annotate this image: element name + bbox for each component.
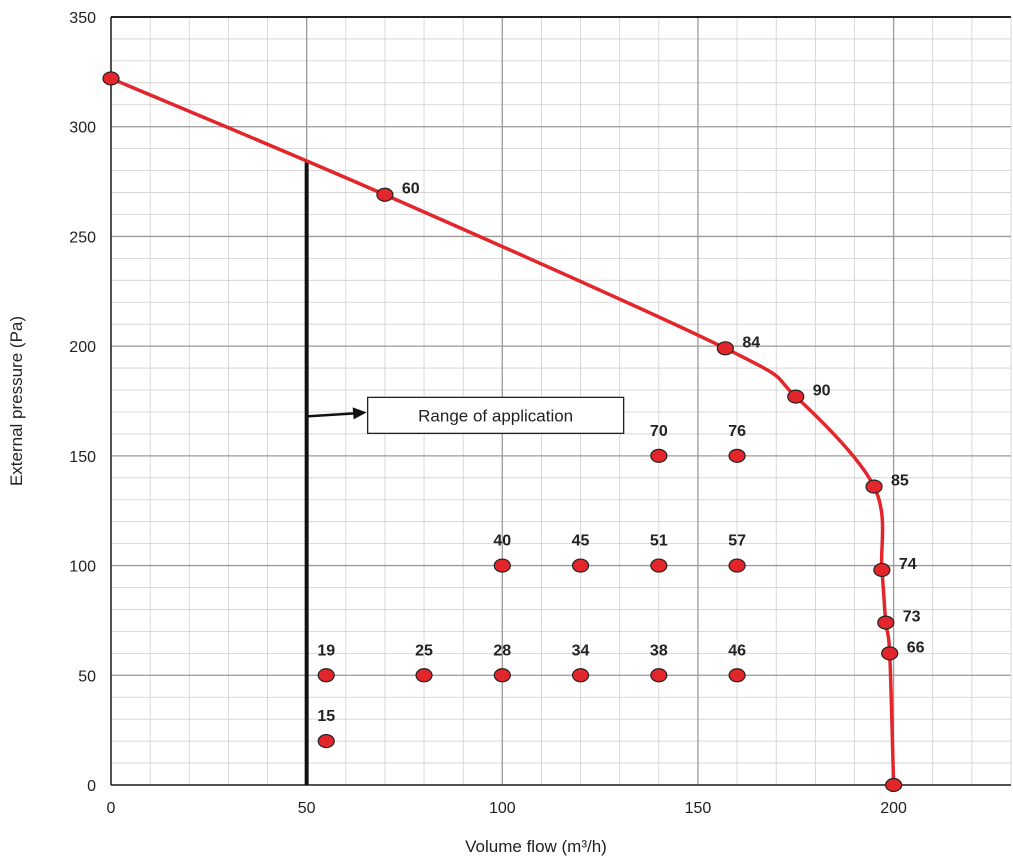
operating-point-label: 70 (650, 423, 668, 440)
x-tick-label: 200 (880, 800, 907, 817)
operating-point-label: 38 (650, 642, 668, 659)
operating-point (650, 558, 668, 573)
curve-point (873, 562, 891, 578)
curve-point (877, 615, 895, 630)
curve-markers: 60 84 90 85 74 73 66 (102, 71, 925, 793)
curve-point (865, 479, 883, 494)
x-tick-label: 100 (489, 800, 516, 817)
operating-point-label: 46 (728, 642, 746, 659)
operating-point-label: 15 (317, 708, 335, 725)
operating-point-label: 40 (493, 533, 511, 550)
x-tick-label: 50 (298, 800, 316, 817)
y-axis-title: External pressure (Pa) (7, 316, 26, 486)
operating-point (650, 448, 668, 463)
curve-point (102, 71, 120, 86)
operating-point (317, 734, 335, 749)
curve-point-label: 60 (402, 181, 420, 198)
y-tick-label: 0 (87, 778, 96, 795)
x-tick-label: 0 (107, 800, 116, 817)
plot-frame (110, 16, 1011, 786)
operating-point (571, 558, 590, 573)
curve-point-label: 84 (742, 334, 760, 351)
application-range: Range of application (304, 161, 625, 785)
operating-point-label: 34 (572, 642, 590, 659)
operating-point (728, 668, 746, 683)
curve-point (885, 777, 903, 793)
y-tick-label: 50 (78, 668, 96, 685)
y-tick-label: 100 (69, 559, 96, 576)
curve-point-label: 85 (891, 473, 909, 490)
curve-point-label: 66 (907, 639, 925, 656)
operating-point-label: 45 (572, 533, 590, 550)
operating-point (650, 668, 668, 683)
y-tick-label: 250 (69, 229, 96, 246)
x-axis-ticks: 0 50 100 150 200 (107, 800, 908, 817)
y-tick-label: 350 (69, 10, 96, 27)
operating-point (493, 668, 511, 683)
operating-point (317, 668, 335, 683)
curve-point (787, 389, 805, 404)
x-tick-label: 150 (685, 800, 712, 817)
operating-point-label: 51 (650, 533, 668, 550)
operating-point (571, 668, 590, 683)
operating-point (728, 448, 746, 463)
curve-point (376, 187, 394, 202)
y-tick-label: 150 (69, 449, 96, 466)
operating-point-label: 19 (317, 642, 335, 659)
curve-point (881, 646, 899, 661)
operating-point-label: 28 (493, 642, 511, 659)
operating-points: 70 76 40 45 51 57 19 25 28 34 38 46 15 (317, 423, 746, 749)
curve-point-label: 74 (899, 556, 917, 573)
operating-point-label: 25 (415, 642, 433, 659)
x-axis-title: Volume flow (m³/h) (465, 837, 607, 856)
curve-point-label: 90 (813, 383, 831, 400)
operating-point (728, 558, 746, 573)
annotation-arrow-shaft (306, 412, 355, 418)
annotation-arrow-head (352, 407, 367, 420)
operating-point-label: 76 (728, 423, 746, 440)
operating-point (493, 558, 511, 573)
minor-grid (111, 17, 1012, 785)
annotation-box (367, 396, 625, 435)
operating-point-label: 57 (728, 533, 746, 550)
y-axis-ticks: 0 50 100 150 200 250 300 350 (69, 10, 96, 795)
curve-point-label: 73 (903, 609, 921, 626)
operating-point (415, 668, 433, 683)
y-tick-label: 300 (69, 120, 96, 137)
y-tick-label: 200 (69, 339, 96, 356)
annotation-text: Range of application (418, 406, 573, 425)
curve-point (716, 341, 734, 356)
